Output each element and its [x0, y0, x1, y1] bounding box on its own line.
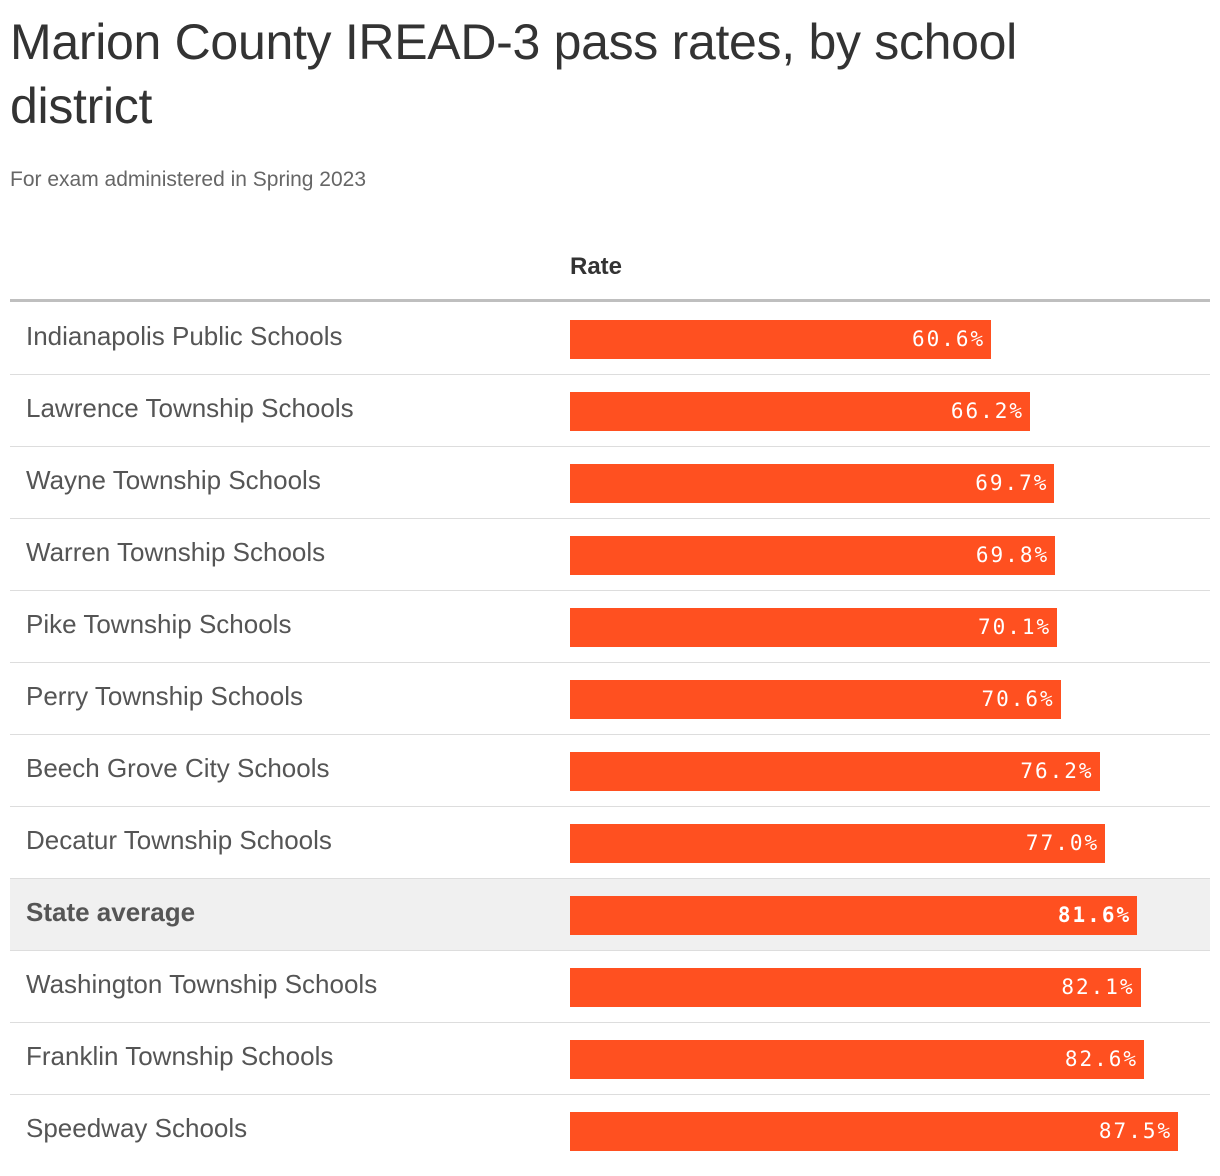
table-row: Franklin Township Schools 82.6% — [10, 1023, 1210, 1095]
table-row: Beech Grove City Schools 76.2% — [10, 735, 1210, 807]
header-divider — [10, 299, 1210, 302]
bar-table: Indianapolis Public Schools 60.6% Lawrence… — [10, 303, 1210, 1166]
bar: 70.1% — [570, 608, 1058, 647]
row-label: Indianapolis Public Schools — [26, 321, 343, 351]
table-row: State average 81.6% — [10, 879, 1210, 951]
bar: 69.8% — [570, 536, 1056, 575]
row-label: Washington Township Schools — [26, 969, 378, 999]
bar: 81.6% — [570, 896, 1138, 935]
bar: 69.7% — [570, 464, 1055, 503]
bar-value-label: 81.6% — [1057, 903, 1132, 927]
row-label: Speedway Schools — [26, 1113, 248, 1143]
row-label: Perry Township Schools — [26, 681, 303, 711]
bar: 70.6% — [570, 680, 1061, 719]
row-label: Franklin Township Schools — [26, 1041, 334, 1071]
table-row: Perry Township Schools 70.6% — [10, 663, 1210, 735]
bar-value-label: 66.2% — [950, 399, 1025, 423]
row-label: Warren Township Schools — [26, 537, 326, 567]
bar-value-label: 76.2% — [1020, 759, 1094, 783]
bar: 66.2% — [570, 392, 1031, 431]
table-row: Lawrence Township Schools 66.2% — [10, 375, 1210, 447]
chart-subtitle: For exam administered in Spring 2023 — [10, 168, 367, 191]
bar-value-label: 70.1% — [977, 615, 1052, 639]
bar-value-label: 82.1% — [1061, 975, 1135, 999]
table-row: Warren Township Schools 69.8% — [10, 519, 1210, 591]
row-label: Lawrence Township Schools — [26, 393, 354, 423]
bar: 60.6% — [570, 320, 992, 359]
table-row: Washington Township Schools 82.1% — [10, 951, 1210, 1023]
bar-value-label: 60.6% — [911, 327, 986, 351]
bar-value-label: 77.0% — [1025, 831, 1100, 855]
row-label: Beech Grove City Schools — [26, 753, 330, 783]
rate-column-header: Rate — [570, 253, 623, 280]
table-row: Indianapolis Public Schools 60.6% — [10, 303, 1210, 375]
row-label: Pike Township Schools — [26, 609, 292, 639]
table-row: Speedway Schools 87.5% — [10, 1095, 1210, 1166]
bar: 76.2% — [570, 752, 1100, 791]
table-row: Pike Township Schools 70.1% — [10, 591, 1210, 663]
chart-title: Marion County IREAD-3 pass rates, by sch… — [10, 14, 1017, 134]
bar: 77.0% — [570, 824, 1106, 863]
table-row: Wayne Township Schools 69.7% — [10, 447, 1210, 519]
row-label: State average — [26, 897, 196, 927]
bar: 82.6% — [570, 1040, 1145, 1079]
bar-value-label: 70.6% — [981, 687, 1055, 711]
bar-value-label: 82.6% — [1064, 1047, 1139, 1071]
bar-value-label: 87.5% — [1098, 1119, 1173, 1143]
row-label: Decatur Township Schools — [26, 825, 332, 855]
bar-value-label: 69.7% — [975, 471, 1049, 495]
bar-value-label: 69.8% — [975, 543, 1050, 567]
bar: 82.1% — [570, 968, 1141, 1007]
table-row: Decatur Township Schools 77.0% — [10, 807, 1210, 879]
bar: 87.5% — [570, 1112, 1179, 1151]
row-label: Wayne Township Schools — [26, 465, 321, 495]
